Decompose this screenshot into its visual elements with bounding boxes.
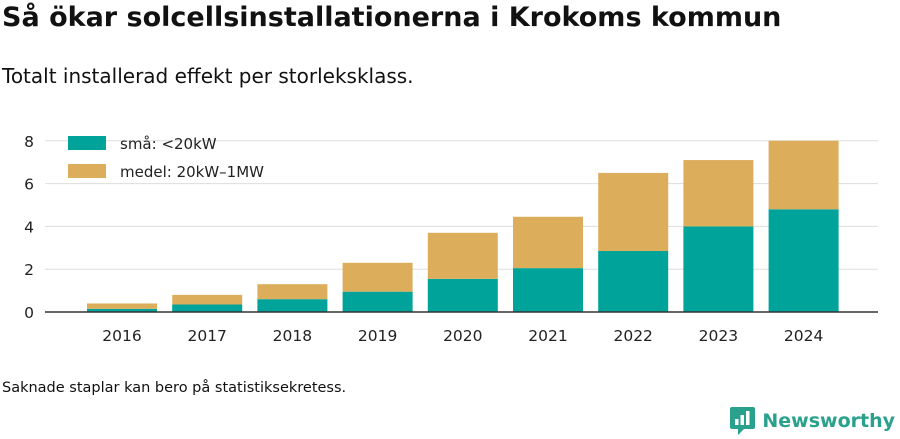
bar-segment-medium	[172, 294, 243, 305]
bar-segment-medium	[768, 140, 839, 210]
y-tick-label: 2	[24, 261, 34, 279]
bar-segment-small	[257, 299, 328, 312]
bar-segment-medium	[87, 303, 157, 309]
legend-label: små: <20kW	[120, 135, 217, 153]
bar-segment-small	[683, 226, 754, 312]
y-axis-ticks: 0 2 4 6 8	[24, 133, 34, 322]
bar-segment-small	[172, 304, 243, 312]
x-axis-ticks: 2016 2017 2018 2019 2020 2021 2022 2023 2024	[102, 327, 823, 345]
x-tick-label: 2017	[187, 327, 226, 345]
bar-segment-small	[513, 268, 583, 312]
bar-segment-medium	[427, 232, 498, 279]
bars	[87, 140, 839, 312]
bar-segment-small	[87, 308, 157, 312]
x-tick-label: 2018	[273, 327, 312, 345]
x-tick-label: 2023	[699, 327, 738, 345]
y-tick-label: 6	[24, 176, 34, 194]
legend-label: medel: 20kW–1MW	[120, 163, 264, 181]
bar-segment-medium	[683, 160, 754, 227]
x-tick-label: 2022	[613, 327, 652, 345]
newsworthy-logo-icon	[730, 407, 756, 435]
bar-segment-small	[427, 278, 498, 312]
legend-swatch-small	[68, 136, 106, 150]
chart-subtitle: Totalt installerad effekt per storlekskl…	[2, 64, 414, 88]
bar-segment-medium	[513, 216, 583, 269]
bar-segment-medium	[598, 172, 669, 252]
x-tick-label: 2019	[358, 327, 397, 345]
x-tick-label: 2021	[528, 327, 567, 345]
footnote: Saknade staplar kan bero på statistiksek…	[2, 380, 347, 396]
legend-swatch-medium	[68, 164, 106, 178]
brand-name: Newsworthy	[762, 410, 895, 432]
bar-segment-small	[598, 251, 669, 312]
brand-badge: Newsworthy	[729, 406, 895, 436]
y-tick-label: 0	[24, 304, 34, 322]
y-tick-label: 4	[24, 218, 34, 236]
bar-segment-small	[342, 291, 413, 312]
x-tick-label: 2020	[443, 327, 482, 345]
legend: små: <20kW medel: 20kW–1MW	[68, 135, 264, 181]
bar-segment-medium	[342, 262, 413, 292]
x-tick-label: 2016	[102, 327, 141, 345]
x-tick-label: 2024	[784, 327, 823, 345]
y-tick-label: 8	[24, 133, 34, 151]
bar-segment-medium	[257, 284, 328, 300]
bar-segment-small	[768, 209, 839, 312]
chart-title: Så ökar solcellsinstallationerna i Kroko…	[2, 2, 782, 33]
